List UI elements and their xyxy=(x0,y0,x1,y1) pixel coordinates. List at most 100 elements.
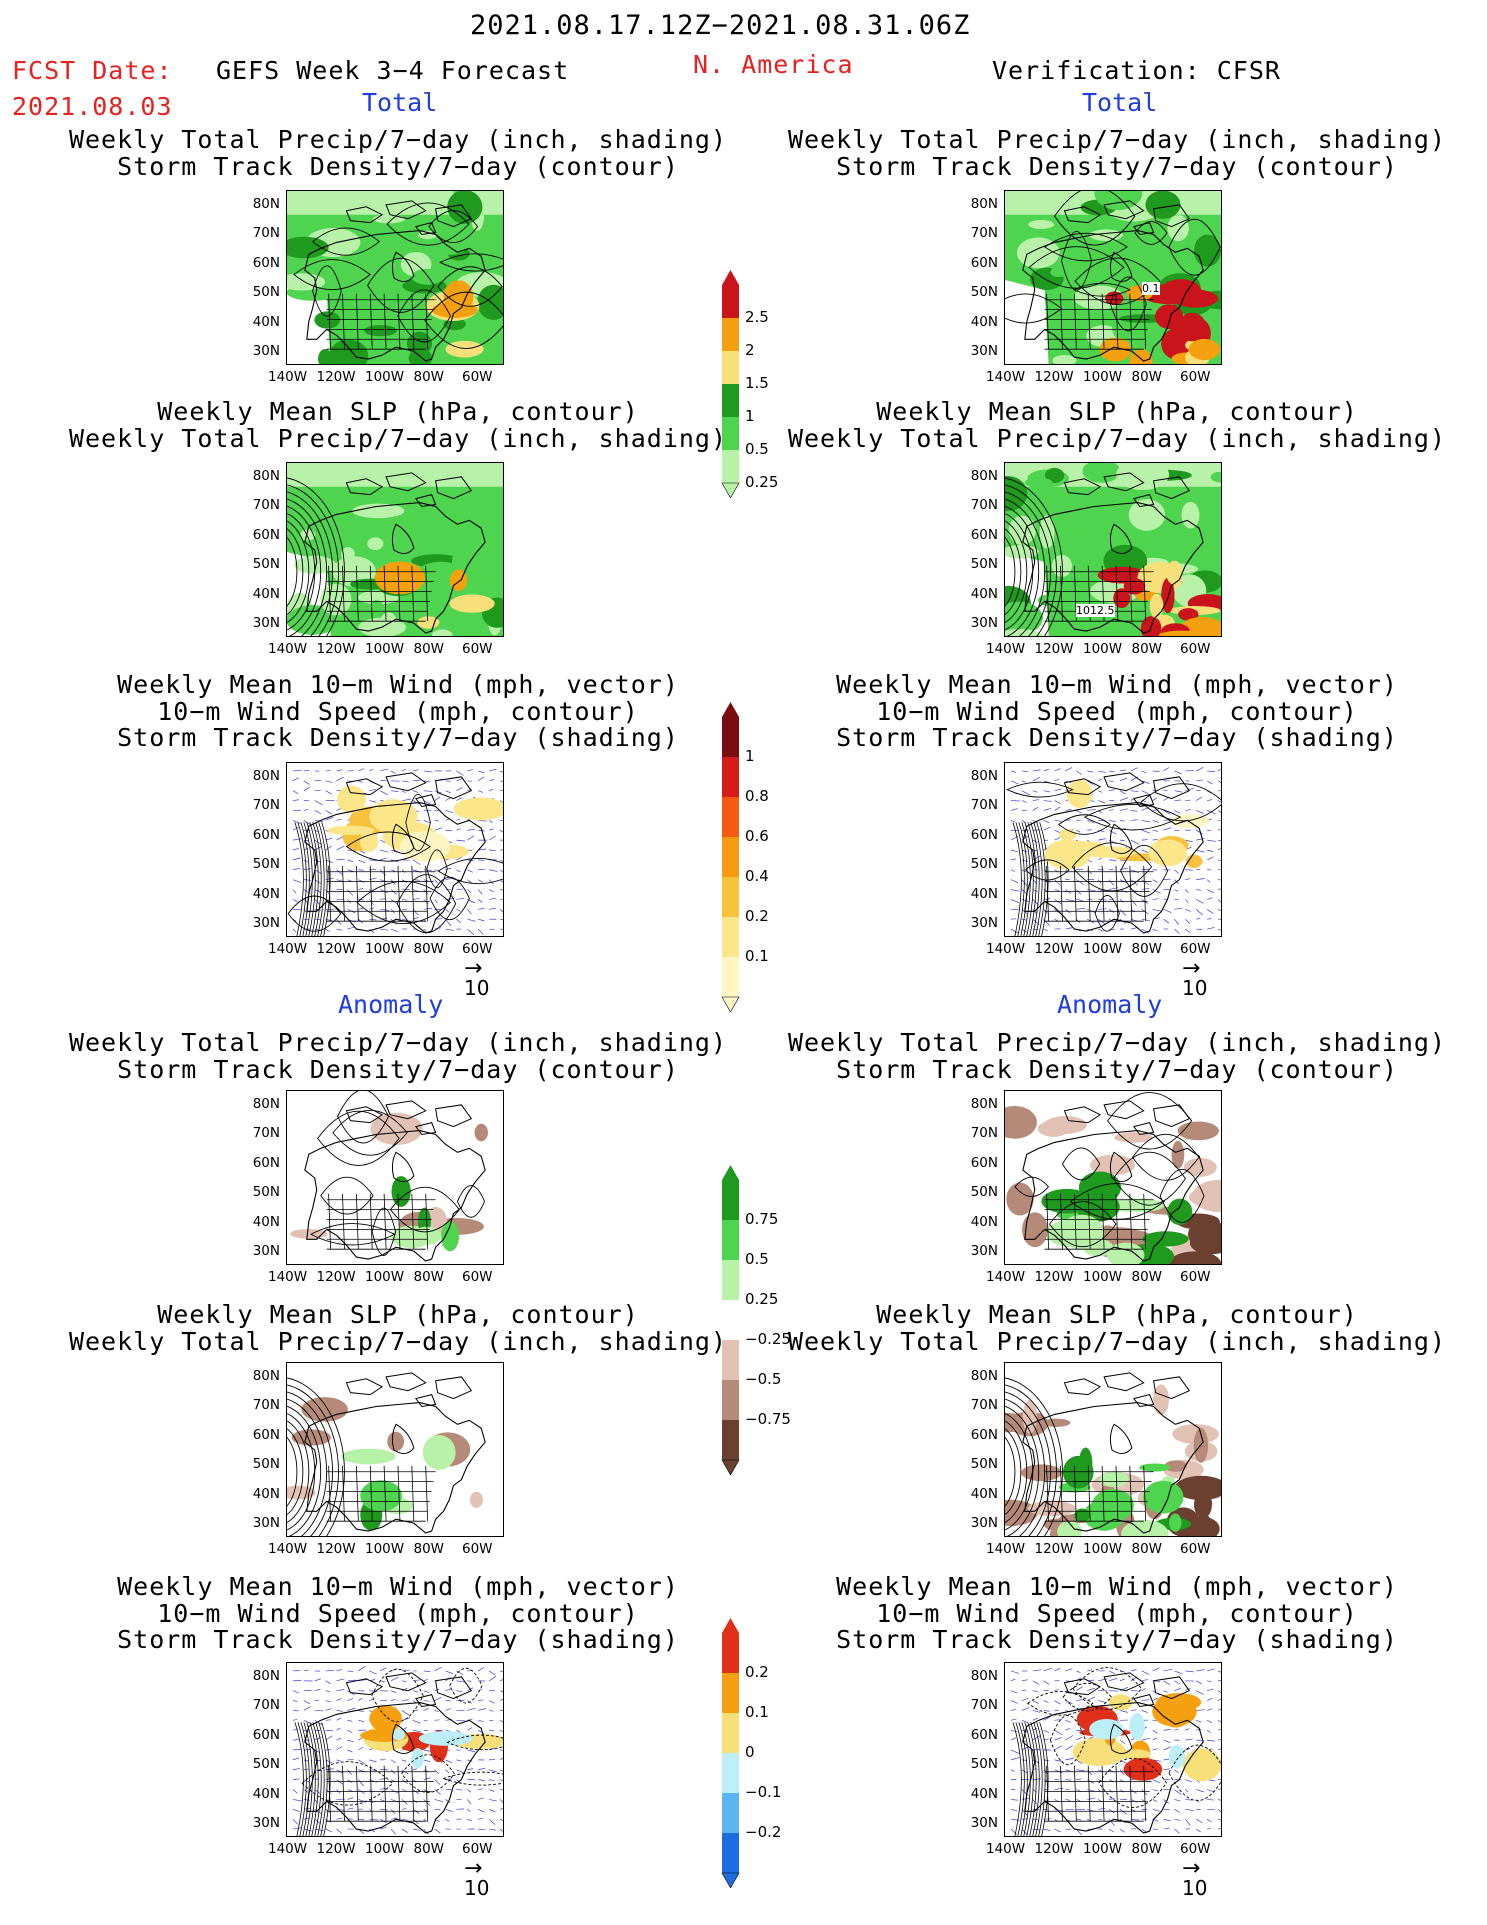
wind-vector xyxy=(358,1719,365,1722)
colorbar-label: 0.2 xyxy=(745,907,769,925)
wind-vector xyxy=(1010,1769,1015,1772)
shading-patch xyxy=(477,284,503,321)
shading-patch xyxy=(1181,501,1200,529)
wind-vector xyxy=(456,869,461,873)
wind-vector xyxy=(1152,1808,1160,1812)
colorbar-max-triangle xyxy=(722,1165,739,1180)
lat-tick-label: 50N xyxy=(252,1456,280,1473)
wind-vector xyxy=(1185,1738,1193,1741)
lat-tick-label: 80N xyxy=(252,1368,280,1384)
lat-tick-label: 60N xyxy=(252,1726,280,1743)
wind-vector xyxy=(1206,1697,1213,1701)
panel-title-line: Storm Track Density/7−day (contour) xyxy=(836,151,1398,181)
wind-vector xyxy=(358,1665,366,1672)
hudson-bay xyxy=(391,1723,415,1754)
wind-vector xyxy=(1087,889,1096,891)
lon-tick-label: 140W xyxy=(268,641,308,657)
wind-vector xyxy=(1130,869,1140,874)
wind-vector xyxy=(499,1808,503,1810)
wind-vector xyxy=(445,1670,454,1674)
shading-patch xyxy=(469,1491,483,1508)
lat-tick-label: 30N xyxy=(970,1243,998,1259)
wind-vector xyxy=(1174,907,1183,910)
wind-vector xyxy=(401,780,409,783)
wind-vector xyxy=(336,858,346,861)
wind-vector xyxy=(1108,928,1115,931)
panel-title-line: 10−m Wind Speed (mph, contour) xyxy=(876,1598,1358,1628)
lat-tick-label: 40N xyxy=(970,1485,998,1502)
wind-vector xyxy=(478,776,485,782)
wind-vector xyxy=(336,1746,343,1751)
lon-tick-label: 60W xyxy=(1180,1841,1211,1857)
lat-tick-label: 50N xyxy=(970,856,998,873)
wind-vector xyxy=(1054,889,1060,891)
wind-vector xyxy=(1217,1827,1221,1830)
shading-patch xyxy=(392,1728,405,1741)
wind-vector xyxy=(1109,859,1117,861)
wind-vector xyxy=(445,790,451,794)
wind-vector xyxy=(1163,767,1170,772)
shading-patch xyxy=(1167,1198,1193,1225)
wind-vector xyxy=(1217,810,1221,813)
shading-patch xyxy=(370,1112,423,1145)
shading-patch xyxy=(374,191,422,208)
wind-vector xyxy=(1054,1828,1061,1833)
wind-vector xyxy=(1032,1778,1041,1780)
wind-vector xyxy=(467,780,472,782)
lon-tick-label: 60W xyxy=(1180,1269,1211,1285)
shading-patch xyxy=(1207,1189,1221,1199)
lon-tick-label: 80W xyxy=(1131,641,1163,657)
colorbar-label: 0.75 xyxy=(745,1210,779,1228)
wind-vector xyxy=(1098,928,1104,932)
lat-tick-label: 60N xyxy=(970,1154,998,1171)
wind-vector xyxy=(1021,790,1030,796)
lat-tick-label: 50N xyxy=(970,556,998,573)
wind-vector xyxy=(1217,908,1221,912)
wind-vector xyxy=(1130,810,1138,812)
wind-vector xyxy=(314,879,321,884)
wind-vector xyxy=(423,790,433,792)
wind-vector xyxy=(1054,829,1060,833)
wind-vector xyxy=(456,1759,462,1762)
lon-tick-label: 80W xyxy=(413,641,445,657)
isobar xyxy=(1005,1428,1022,1516)
vector-arrow-icon: → xyxy=(1182,956,1201,981)
shading-patch xyxy=(287,605,339,635)
panel-title-line: Weekly Total Precip/7−day (inch, shading… xyxy=(68,1028,728,1057)
wind-vector xyxy=(1185,1818,1191,1826)
wind-vector xyxy=(423,928,427,933)
wind-vector xyxy=(1087,1696,1096,1701)
wind-vector xyxy=(358,1737,363,1741)
colorbar-label: 0.5 xyxy=(745,440,769,458)
arctic-island xyxy=(1132,222,1155,236)
wind-speed-contour xyxy=(312,822,322,936)
wind-vector xyxy=(477,928,484,935)
wind-vector xyxy=(478,1788,483,1790)
lat-tick-label: 30N xyxy=(970,1815,998,1831)
contour-line xyxy=(332,1110,408,1156)
shading-patch xyxy=(360,1480,402,1512)
wind-vector xyxy=(1032,889,1038,892)
wind-vector xyxy=(390,1817,398,1820)
wind-vector xyxy=(390,790,399,792)
shading-patch xyxy=(341,546,355,562)
wind-vector xyxy=(303,868,311,871)
wind-vector xyxy=(1163,1739,1171,1743)
arctic-island xyxy=(1153,1676,1191,1700)
wind-vector xyxy=(1032,849,1038,852)
vector-reference: → 10 xyxy=(464,1858,489,1901)
wind-vector xyxy=(1196,1680,1202,1685)
wind-vector xyxy=(412,1729,421,1733)
wind-speed-contour xyxy=(300,822,310,936)
wind-vector xyxy=(292,899,299,903)
wind-vector xyxy=(1196,928,1203,930)
wind-vector xyxy=(1021,849,1028,853)
wind-vector xyxy=(478,879,484,883)
wind-vector xyxy=(325,1700,332,1703)
wind-vector xyxy=(336,1828,343,1834)
colorbar-segment xyxy=(722,1753,739,1793)
wind-vector xyxy=(325,780,333,783)
wind-vector xyxy=(489,928,495,931)
hudson-bay xyxy=(391,251,415,282)
wind-vector xyxy=(303,839,310,842)
